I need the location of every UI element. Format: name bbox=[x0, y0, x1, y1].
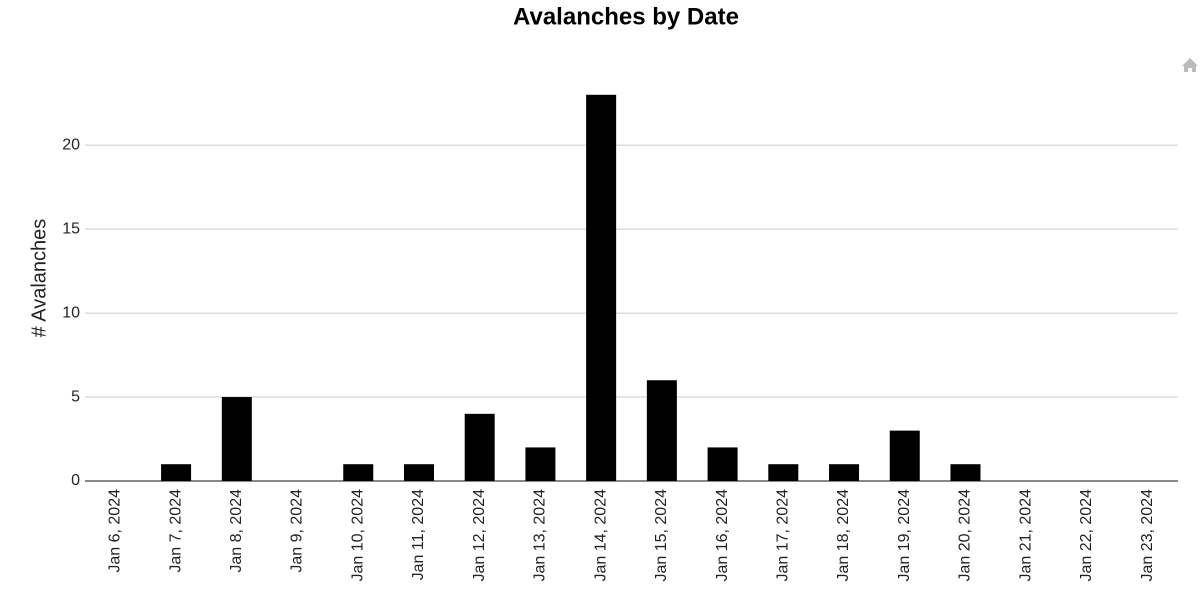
bar bbox=[221, 397, 252, 481]
x-tick-label: Jan 16, 2024 bbox=[714, 489, 731, 582]
x-tick-label: Jan 15, 2024 bbox=[653, 489, 670, 582]
bar bbox=[525, 447, 556, 481]
x-tick-label: Jan 18, 2024 bbox=[835, 489, 852, 582]
x-tick-label: Jan 20, 2024 bbox=[957, 489, 974, 582]
x-tick-label: Jan 17, 2024 bbox=[775, 489, 792, 582]
y-tick-label: 20 bbox=[62, 136, 80, 153]
bar bbox=[646, 380, 677, 481]
x-tick-label: Jan 22, 2024 bbox=[1078, 489, 1095, 582]
bar bbox=[768, 464, 799, 481]
y-axis-title: # Avalanches bbox=[28, 219, 50, 338]
bar bbox=[161, 464, 192, 481]
x-tick-label: Jan 6, 2024 bbox=[107, 489, 124, 573]
y-tick-label: 5 bbox=[71, 388, 80, 405]
x-tick-label: Jan 10, 2024 bbox=[349, 489, 366, 582]
bar bbox=[889, 430, 920, 481]
bar bbox=[464, 413, 495, 481]
chart-title: Avalanches by Date bbox=[513, 3, 739, 30]
x-tick-label: Jan 12, 2024 bbox=[471, 489, 488, 582]
home-button[interactable] bbox=[1182, 58, 1198, 72]
bar bbox=[403, 464, 434, 481]
x-tick-label: Jan 14, 2024 bbox=[592, 489, 609, 582]
x-tick-label: Jan 21, 2024 bbox=[1017, 489, 1034, 582]
x-tick-label: Jan 11, 2024 bbox=[410, 489, 427, 580]
y-tick-label: 15 bbox=[62, 220, 80, 237]
y-tick-label: 10 bbox=[62, 304, 80, 321]
x-tick-label: Jan 23, 2024 bbox=[1139, 489, 1156, 582]
bar bbox=[707, 447, 738, 481]
bar bbox=[950, 464, 981, 481]
home-icon[interactable] bbox=[1182, 58, 1198, 72]
bar bbox=[343, 464, 374, 481]
bar bbox=[829, 464, 860, 481]
x-tick-label: Jan 13, 2024 bbox=[532, 489, 549, 582]
x-tick-label: Jan 8, 2024 bbox=[228, 489, 245, 573]
x-tick-label: Jan 19, 2024 bbox=[896, 489, 913, 582]
y-tick-label: 0 bbox=[71, 472, 80, 489]
bar bbox=[586, 94, 617, 482]
x-tick-label: Jan 9, 2024 bbox=[289, 489, 306, 573]
x-tick-label: Jan 7, 2024 bbox=[167, 489, 184, 573]
